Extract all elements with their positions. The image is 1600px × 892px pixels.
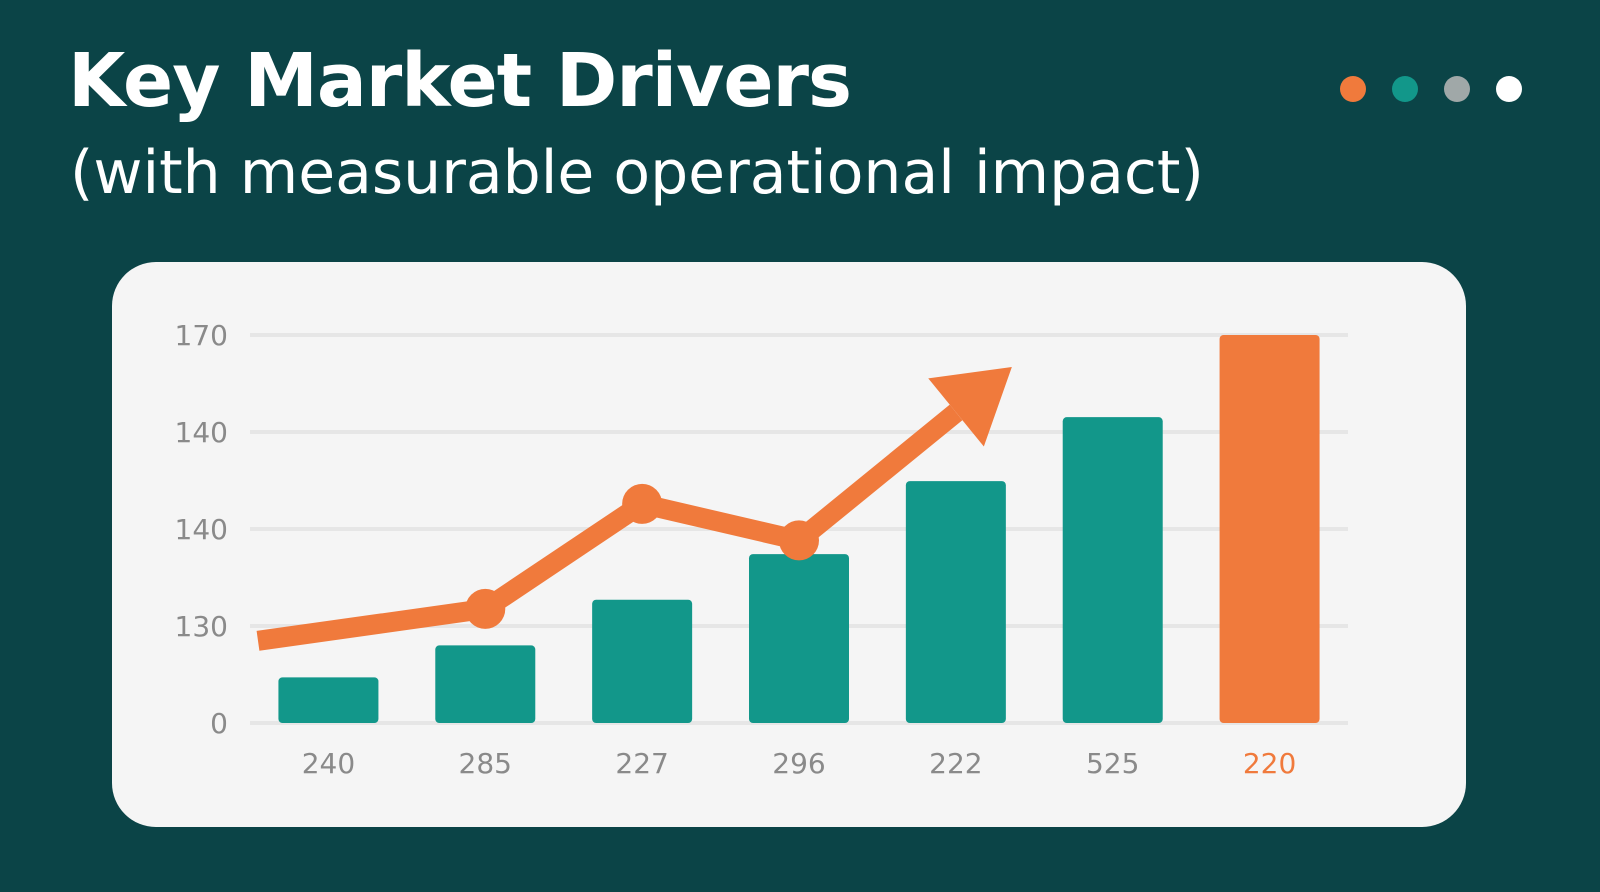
trend-marker (779, 520, 819, 561)
teal-dot (1392, 76, 1418, 102)
orange-dot (1340, 76, 1366, 102)
bar (1062, 417, 1163, 723)
y-tick-label: 130 (175, 610, 228, 643)
bar (749, 554, 849, 723)
bar-chart: 170 140 140 130 0 240 285 227 296 222 525 220 (175, 319, 1348, 780)
x-tick-label: 227 (615, 747, 668, 780)
x-tick-label: 285 (459, 747, 512, 780)
bar (435, 645, 536, 723)
x-tick-label: 222 (929, 747, 982, 780)
bar (905, 481, 1006, 723)
white-dot (1496, 76, 1522, 102)
x-tick-label: 296 (772, 747, 825, 780)
indicator-dots (1340, 76, 1522, 102)
gray-dot (1444, 76, 1470, 102)
x-tick-label: 220 (1243, 747, 1296, 780)
bar (278, 677, 379, 723)
x-tick-label: 240 (302, 747, 355, 780)
y-tick-label: 0 (210, 707, 228, 740)
trend-marker (622, 483, 663, 524)
page-title: Key Market Drivers (68, 38, 852, 124)
bar (1219, 335, 1320, 723)
y-tick-label: 140 (175, 416, 228, 449)
bar (592, 599, 693, 723)
chart-card: 170 140 140 130 0 240 285 227 296 222 525 220 (112, 262, 1466, 827)
page-subtitle: (with measurable operational impact) (70, 138, 1204, 208)
trend-marker (465, 588, 506, 629)
x-tick-label: 525 (1086, 747, 1139, 780)
trend-arrowhead (928, 366, 1012, 447)
y-tick-label: 140 (175, 513, 228, 546)
y-tick-label: 170 (175, 319, 228, 352)
